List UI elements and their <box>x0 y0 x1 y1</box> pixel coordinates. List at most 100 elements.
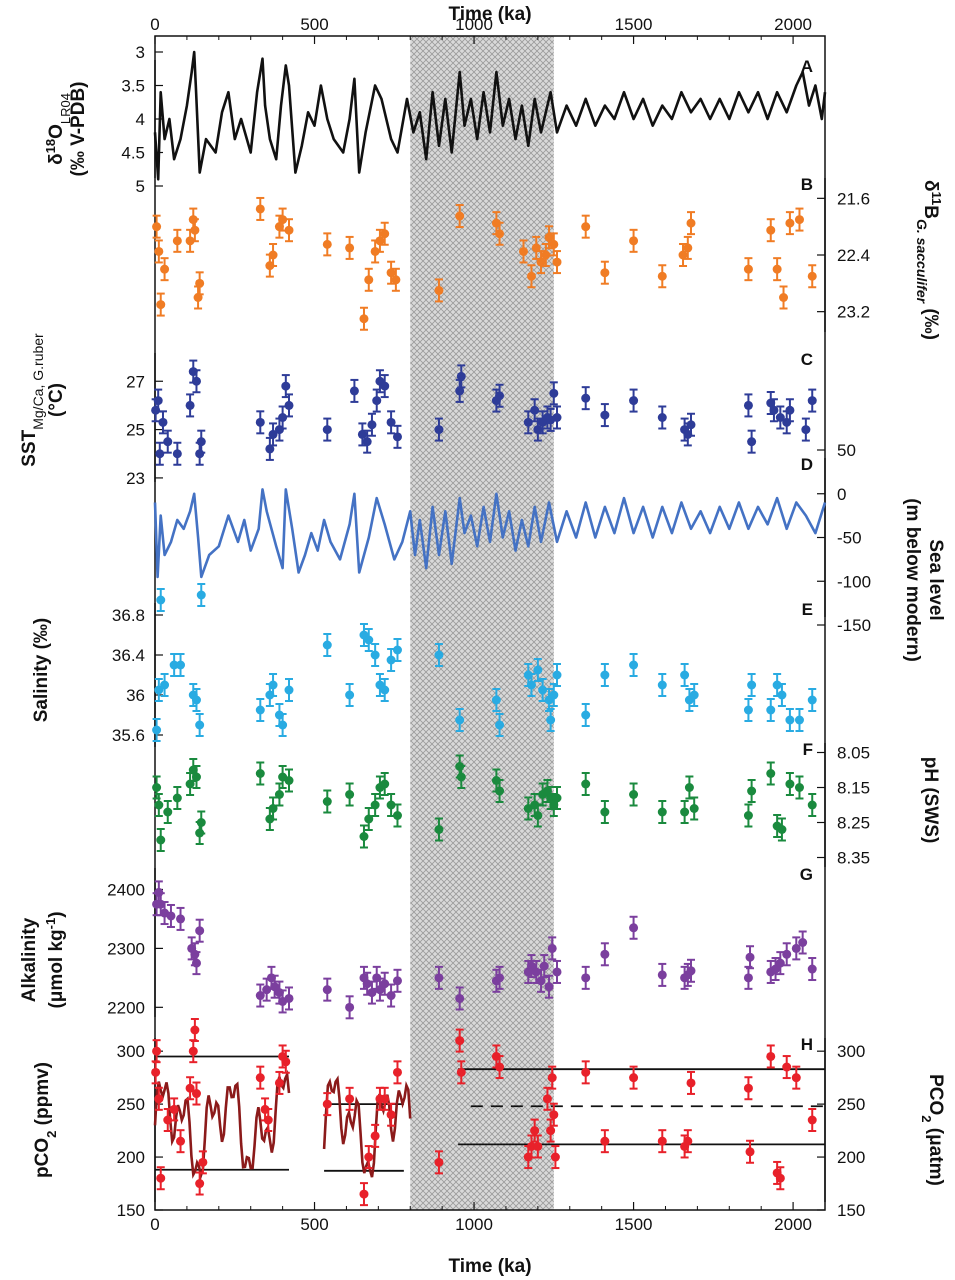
ylabel-unit: (μatm) <box>925 1123 946 1186</box>
panel-C-data-point <box>255 417 265 427</box>
panel-E-data-point <box>689 690 699 700</box>
panel-E-data-point <box>191 695 201 705</box>
panel-C-ylabel-unit: (°C) <box>46 383 67 417</box>
panel-F-ylabel: pH (SWS) <box>920 757 941 844</box>
panel-C-data-point <box>372 396 382 406</box>
panel-G-data-point <box>195 926 205 936</box>
panel-H-data-point <box>782 1062 792 1072</box>
panel-G-data-point <box>807 964 817 974</box>
ylabel-subscript: Mg/Ca, G.ruber <box>30 333 46 430</box>
panel-F-data-point <box>785 779 795 789</box>
panel-B-data-point <box>495 229 505 239</box>
panel-G-data-point <box>782 949 792 959</box>
panel-A-y-tick-label: 5 <box>136 177 145 196</box>
panel-B-data-point <box>434 285 444 295</box>
panel-B-data-point <box>678 250 688 260</box>
panel-B-data-point <box>386 268 396 278</box>
panel-C-data-point <box>281 381 291 391</box>
ylabel-subscript: 2 <box>920 1115 935 1122</box>
panel-C-data-point <box>380 381 390 391</box>
panel-C-data-point <box>769 405 779 415</box>
panel-B-data-point <box>541 250 551 260</box>
panel-H-data-point <box>533 1141 543 1151</box>
panel-B-data-point <box>766 225 776 235</box>
glacial-transition-shading <box>410 36 554 1210</box>
panel-F: F 8.05 8.15 8.25 8.35 pH (SWS) <box>152 740 941 868</box>
panel-C-data-point <box>495 391 505 401</box>
panel-G-data-point <box>262 985 272 995</box>
panel-E-data-point <box>766 705 776 715</box>
top-x-tick-label: 500 <box>300 15 328 34</box>
ylabel-superscript: 18 <box>43 139 58 153</box>
panel-H-data-point <box>495 1062 505 1072</box>
ylabel-superscript: -1 <box>43 918 58 930</box>
panel-E-data-point <box>495 720 505 730</box>
panel-G-data-point <box>191 958 201 968</box>
panel-C-data-point <box>155 449 165 459</box>
panel-D: D 50 0 -50 -100 -150 Sea level(m below modern) <box>153 441 946 662</box>
panel-H-data-point <box>198 1157 208 1167</box>
panel-H-data-point <box>683 1136 693 1146</box>
panel-E-data-point <box>345 690 355 700</box>
panel-E-data-point <box>657 680 667 690</box>
panel-G-ylabel-unit: (μmol kg-1) <box>43 911 68 1008</box>
panel-H-data-point <box>775 1173 785 1183</box>
panel-C-data-point <box>367 420 377 430</box>
panel-B-data-point <box>322 239 332 249</box>
panel-E-data-point <box>538 685 548 695</box>
panel-B-data-point <box>359 314 369 324</box>
panel-H-data-point <box>657 1136 667 1146</box>
panel-E-data-point <box>152 725 162 735</box>
panel-C-data-point <box>600 410 610 420</box>
panel-B-data-point <box>526 271 536 281</box>
panel-H-data-point <box>581 1067 591 1077</box>
panel-C-data-point <box>686 420 696 430</box>
panel-C-data-point <box>265 444 275 454</box>
panel-H-data-point <box>549 1110 559 1120</box>
panel-H-data-point <box>359 1189 369 1199</box>
ylabel-main: Sea level <box>925 539 946 620</box>
panel-C-data-point <box>163 437 173 447</box>
panel-C-data-point <box>349 386 359 396</box>
panel-C-y-tick-label: 25 <box>126 421 145 440</box>
shaded-interval <box>410 36 554 1210</box>
panel-C-data-point <box>530 405 540 415</box>
panel-A-series-line <box>153 50 827 181</box>
panel-B-data-point <box>455 211 465 221</box>
bottom-x-tick-label: 1500 <box>615 1215 653 1234</box>
panel-letter-B: B <box>801 175 813 194</box>
panel-G-data-point <box>322 985 332 995</box>
panel-E-data-point <box>278 720 288 730</box>
panel-H-y-tick-label: 200 <box>837 1148 865 1167</box>
panel-B-data-point <box>629 236 639 246</box>
panel-B-data-point <box>278 215 288 225</box>
panel-A-ylabel: δ18OLR04 <box>43 93 73 165</box>
panel-C-data-point <box>747 437 757 447</box>
panel-E-ylabel: Salinity (‰) <box>31 618 52 723</box>
panel-F-data-point <box>322 797 332 806</box>
panel-C-data-point <box>455 386 465 396</box>
top-x-tick-label: 1500 <box>615 15 653 34</box>
panel-C-data-point <box>523 417 533 427</box>
panel-H-data-point <box>370 1131 380 1141</box>
panel-H-data-point <box>629 1073 639 1083</box>
panel-H-data-point <box>154 1094 164 1104</box>
panel-F-data-point <box>456 772 466 782</box>
panel-letter-C: C <box>801 350 813 369</box>
panel-D-y-tick-label: -100 <box>837 572 871 591</box>
panel-C-data-point <box>533 425 543 435</box>
panel-F-data-point <box>268 804 278 813</box>
panel-B-data-point <box>255 204 265 214</box>
panel-letter-D: D <box>801 455 813 474</box>
panel-E-data-point <box>794 715 804 725</box>
panel-G-data-point <box>798 938 808 947</box>
ylabel-sst: SST <box>19 429 40 466</box>
panel-C-data-point <box>362 437 372 447</box>
bottom-x-tick-label: 0 <box>150 1215 159 1234</box>
panel-F-data-point <box>743 811 753 820</box>
panel-E-data-point <box>434 650 444 660</box>
panel-H-data-point <box>745 1147 755 1157</box>
ylabel-unit: (m below modern) <box>902 498 923 662</box>
